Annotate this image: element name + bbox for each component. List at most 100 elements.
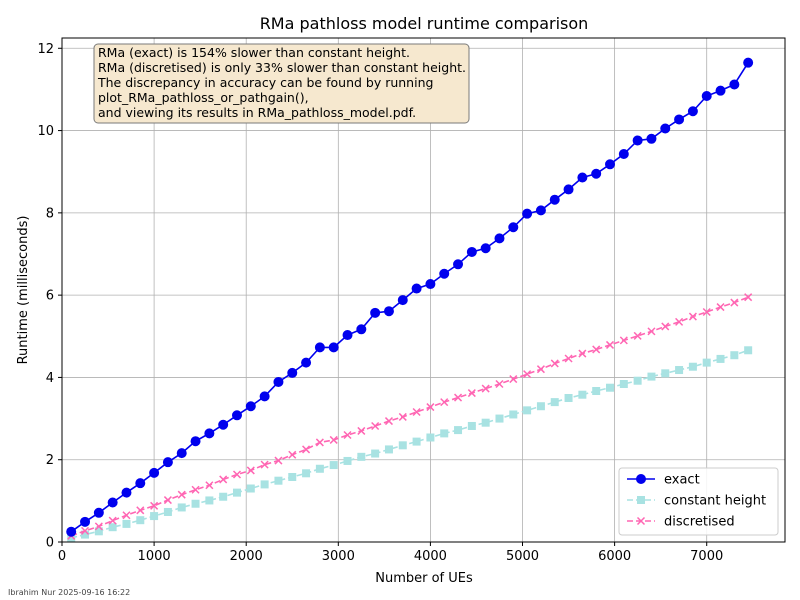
x-marker-stroke	[467, 389, 476, 398]
data-point-constant-height	[688, 362, 697, 371]
x-marker-stroke	[232, 470, 242, 479]
x-tick-label: 6000	[598, 549, 631, 564]
data-point-discretised	[108, 516, 117, 525]
x-marker-stroke	[647, 327, 656, 336]
data-point-discretised	[647, 327, 656, 336]
data-point-constant-height	[647, 372, 656, 381]
data-point-constant-height	[744, 346, 753, 355]
data-point-constant-height	[108, 523, 117, 532]
data-point-constant-height	[578, 390, 587, 399]
data-point-discretised	[136, 506, 145, 515]
data-point-discretised	[384, 417, 393, 426]
data-point-discretised	[219, 475, 228, 484]
data-point-exact	[535, 205, 546, 216]
data-point-constant-height	[288, 472, 297, 481]
legend-marker-constant-height	[637, 496, 645, 504]
data-point-exact	[577, 172, 588, 183]
data-point-constant-height	[302, 469, 311, 478]
footer-credit: Ibrahim Nur 2025-09-16 16:22	[8, 588, 130, 597]
x-tick-label: 2000	[230, 549, 263, 564]
x-marker-stroke	[661, 322, 670, 331]
x-marker-stroke	[454, 393, 463, 402]
x-marker-stroke	[633, 331, 642, 340]
series-constant-height	[67, 346, 753, 542]
data-point-constant-height	[412, 437, 421, 446]
series-discretised	[67, 293, 753, 540]
data-point-exact	[107, 497, 118, 508]
x-marker-stroke	[205, 481, 214, 490]
data-point-discretised	[150, 501, 159, 510]
data-point-constant-height	[205, 496, 214, 505]
data-point-exact	[743, 57, 754, 68]
data-point-discretised	[495, 379, 504, 389]
legend-label-exact: exact	[664, 473, 700, 488]
data-point-exact	[383, 306, 394, 317]
data-point-exact	[660, 123, 671, 134]
data-point-constant-height	[219, 492, 228, 501]
data-point-exact	[190, 436, 201, 447]
y-axis-ticks: 0 2 4 6 8 10 12	[37, 42, 62, 551]
data-point-constant-height	[177, 503, 186, 512]
data-point-exact	[342, 330, 353, 341]
data-point-constant-height	[716, 354, 725, 363]
annotation-line-2: RMa (discretised) is only 33% slower tha…	[98, 60, 466, 75]
x-marker-stroke	[357, 426, 366, 435]
data-point-exact	[370, 307, 381, 318]
data-point-discretised	[550, 359, 559, 368]
data-point-exact	[632, 135, 643, 146]
legend: exact constant height discretised	[618, 467, 779, 536]
x-marker-stroke	[426, 403, 435, 412]
x-marker-stroke	[702, 307, 711, 317]
data-point-discretised	[412, 407, 421, 417]
data-point-discretised	[578, 349, 587, 358]
x-marker-stroke	[177, 490, 186, 499]
data-point-exact	[549, 194, 560, 205]
data-point-constant-height	[67, 533, 76, 542]
data-point-discretised	[274, 456, 283, 465]
data-point-constant-height	[606, 383, 615, 392]
y-tick-label: 0	[46, 536, 54, 551]
x-marker-stroke	[716, 303, 725, 312]
data-point-discretised	[564, 354, 573, 363]
x-marker-stroke	[412, 407, 421, 417]
legend-marker-discretised	[636, 516, 646, 526]
data-point-exact	[328, 342, 339, 353]
data-point-constant-height	[136, 516, 145, 525]
data-point-exact	[522, 208, 533, 219]
series-layer	[66, 57, 754, 542]
data-point-discretised	[80, 526, 90, 535]
annotation-line-4: plot_RMa_pathloss_or_pathgain(),	[98, 90, 309, 105]
data-point-discretised	[702, 307, 711, 317]
data-point-constant-height	[274, 476, 283, 485]
x-tick-label: 3000	[322, 549, 355, 564]
data-point-exact	[687, 106, 698, 117]
data-point-constant-height	[702, 358, 711, 367]
data-point-discretised	[523, 370, 532, 379]
data-point-discretised	[232, 470, 242, 479]
x-axis-label: Number of UEs	[375, 571, 473, 586]
data-point-discretised	[94, 522, 103, 531]
data-point-constant-height	[398, 441, 407, 450]
data-point-exact	[605, 159, 616, 170]
x-marker-stroke	[636, 516, 646, 526]
data-point-exact	[729, 79, 740, 90]
data-point-discretised	[343, 430, 352, 440]
data-point-exact	[701, 91, 712, 102]
x-marker-stroke	[122, 511, 131, 520]
data-point-exact	[618, 149, 629, 160]
data-point-exact	[591, 168, 602, 179]
x-marker-stroke	[495, 379, 504, 389]
data-point-discretised	[730, 298, 739, 307]
data-point-constant-height	[343, 456, 352, 465]
data-point-constant-height	[661, 369, 670, 378]
x-marker-stroke	[619, 336, 628, 345]
data-point-exact	[411, 283, 422, 294]
x-marker-stroke	[94, 522, 103, 531]
data-point-exact	[356, 324, 367, 335]
data-point-constant-height	[232, 488, 241, 497]
annotation-line-1: RMa (exact) is 154% slower than constant…	[98, 45, 410, 60]
data-point-constant-height	[246, 484, 255, 493]
data-point-constant-height	[619, 380, 628, 389]
x-tick-label: 5000	[506, 549, 539, 564]
data-point-exact	[453, 259, 464, 270]
